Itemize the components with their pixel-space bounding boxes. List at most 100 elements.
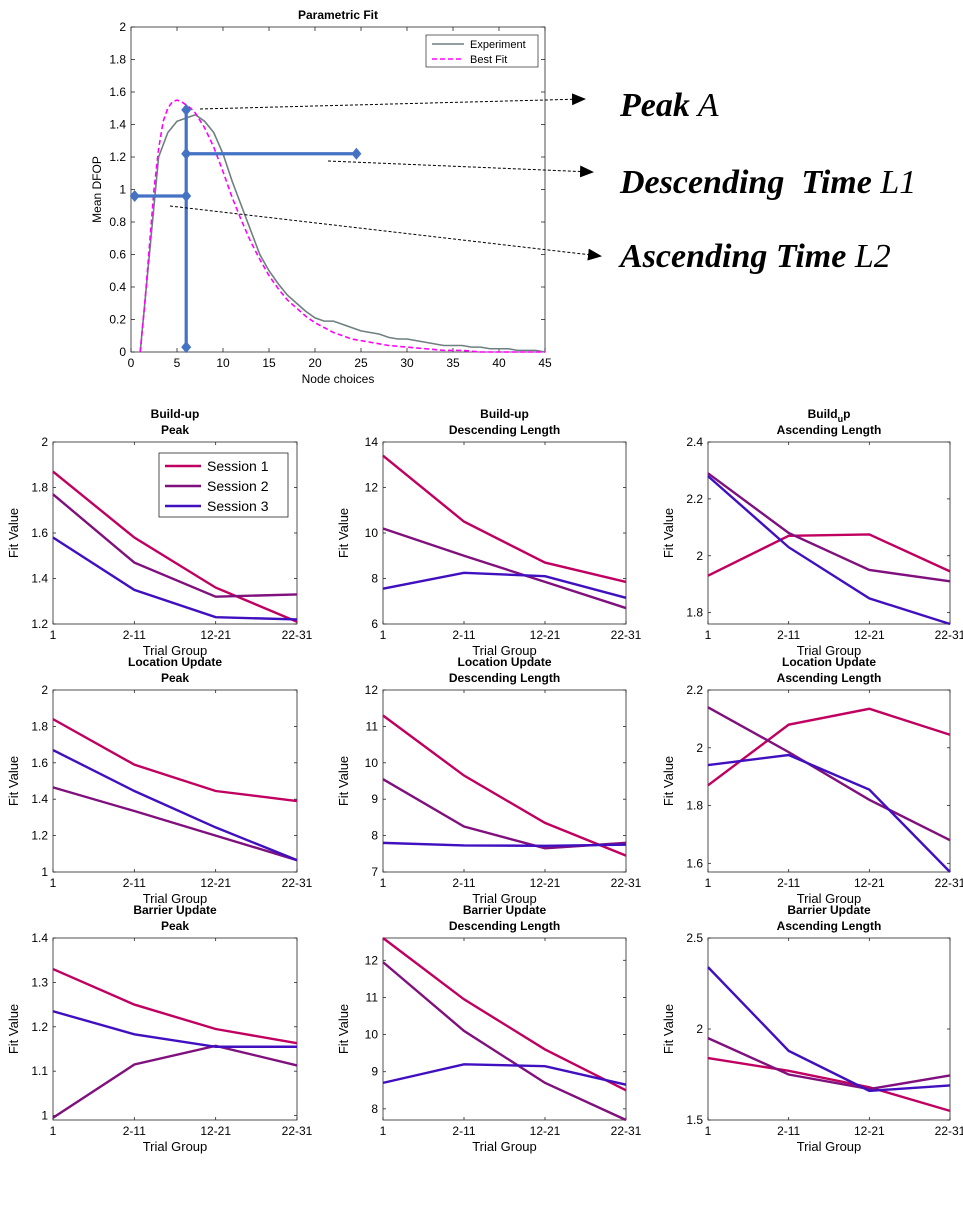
chart-buildup-desc: 1 2-11 12-21 22-31 6 8 10 12 14 Build-up Descendin… [336,407,642,658]
y-tick-label: 1.8 [31,481,48,495]
x-tick-label: 22-31 [282,1124,313,1138]
y-tick-label: 10 [365,756,379,770]
series-session-1-line [707,533,951,577]
y-tick-label: 2 [696,741,703,755]
series-session-2-line [52,786,298,862]
y-tick-label: 2 [41,683,48,697]
x-tick-label: 12-21 [854,1124,885,1138]
series-session-1-line [382,714,627,857]
chart-location-asc: 1 2-11 12-21 22-31 1.6 1.8 2 2.2 Location Update… [661,655,963,906]
y-tick-label: 2 [696,549,703,563]
x-axis-label: Trial Group [472,1139,537,1154]
y-axis-label: Mean DFOP [90,156,104,223]
annotation-descending-time: Descending Time L1 [620,164,916,202]
x-tick-label: 12-21 [200,628,231,642]
title-part: Build [808,407,838,421]
x-tick-label: 22-31 [935,1124,963,1138]
y-tick-label: 1.2 [31,617,48,631]
x-tick-label: 22-31 [611,628,642,642]
x-tick-label: 0 [128,356,135,370]
x-tick-label: 10 [216,356,230,370]
chart-barrier-peak: 1 2-11 12-21 22-31 1 1.1 1.2 1.3 1.4 Barrier Upda… [6,903,313,1154]
chart-location-desc: 1 2-11 12-21 22-31 7 8 9 10 11 12 Location Update D… [336,655,642,906]
x-tick-label: 2-11 [123,876,146,890]
y-tick-label: 1.2 [31,1020,48,1034]
y-tick-label: 11 [366,719,379,733]
y-tick-label: 12 [365,683,379,697]
y-tick-label: 2 [119,20,126,34]
x-tick-label: 30 [400,356,414,370]
x-tick-label: 15 [262,356,276,370]
arrow-ascending [169,205,602,261]
y-tick-label: 6 [371,617,378,631]
x-tick-label: 12-21 [200,876,231,890]
annotation-peak-rest: A [697,87,719,124]
title-subscript: u [838,414,844,424]
x-axis-label: Trial Group [472,891,537,906]
y-tick-label: 0.6 [109,248,126,262]
plot-area [382,441,627,625]
y-tick-label: 1.8 [686,799,703,813]
chart-title-line-1: Location Update [128,655,222,669]
x-tick-label: 1 [705,876,712,890]
annotation-descending-bold: Descending Time [620,164,872,201]
chart-title-line-1: Barrier Update [787,903,871,917]
x-tick-label: 35 [446,356,460,370]
plot-area [707,689,951,873]
y-tick-label: 8 [371,572,378,586]
arrow-peak [199,93,586,110]
y-tick-label: 1.6 [686,856,703,870]
series-session-2-line [382,961,627,1122]
chart-title-line-2: Peak [161,671,189,685]
series-session-1-line [52,718,298,803]
y-tick-label: 1.1 [31,1064,48,1078]
series-session-3-line [52,1010,297,1048]
legend-experiment-label: Experiment [470,39,526,51]
x-tick-label: 2-11 [777,876,800,890]
series-session-3-line [707,475,951,626]
marker-ascending-start-diamond [129,190,140,202]
y-tick-label: 2 [41,435,48,449]
x-tick-label: 1 [380,876,387,890]
annotation-peak-bold: Peak [620,87,690,124]
plot-area [52,689,298,873]
x-axis-label: Trial Group [143,643,208,658]
y-tick-label: 14 [365,435,379,449]
y-tick-label: 0.2 [109,313,126,327]
plot-area [382,689,627,873]
y-tick-label: 1 [41,865,48,879]
series-session-1-line [52,470,298,623]
y-axis-label: Fit Value [6,756,21,806]
y-tick-label: 1.6 [109,85,126,99]
x-tick-label: 12-21 [530,628,561,642]
chart-title-line-1: Build-up [480,407,529,421]
y-tick-label: 1.2 [31,829,48,843]
x-tick-label: 1 [380,628,387,642]
series-session-1-line [707,707,951,787]
x-axis-label: Trial Group [797,891,862,906]
x-tick-label: 40 [492,356,506,370]
x-tick-label: 22-31 [282,876,313,890]
y-tick-label: 1.2 [109,150,126,164]
legend-best-fit-label: Best Fit [470,54,507,66]
y-tick-label: 8 [371,1102,378,1116]
chart-title-line-2: Ascending Length [777,671,882,685]
x-tick-label: 22-31 [935,628,963,642]
y-tick-label: 2.2 [686,683,703,697]
annotation-ascending-time: Ascending Time L2 [620,238,891,276]
series-session-3-line [382,841,627,847]
x-tick-label: 2-11 [452,628,475,642]
y-tick-label: 7 [371,865,378,879]
chart-buildup-asc: 1 2-11 12-21 22-311.822.22.4BuildupAscendin… [661,407,963,658]
chart-title-line-1: Location Update [457,655,551,669]
y-axis-label: Fit Value [661,1004,676,1054]
marker-descending-end-diamond [351,147,362,160]
y-axis-label: Fit Value [661,756,676,806]
annotation-descending-rest: L1 [880,164,917,201]
y-tick-label: 1.6 [31,526,48,540]
x-tick-label: 12-21 [200,1124,231,1138]
x-tick-label: 12-21 [854,628,885,642]
chart-location-peak: 1 2-11 12-21 22-31 1 1.2 1.4 1.6 1.8 2 Location Up… [6,655,313,906]
x-axis-label: Trial Group [143,1139,208,1154]
chart-parametric-fit: 0 5 10 15 20 25 30 35 40 45 0 0.2 0.4 0.6 0.8 1 1.2 1.4 1.… [90,8,602,386]
